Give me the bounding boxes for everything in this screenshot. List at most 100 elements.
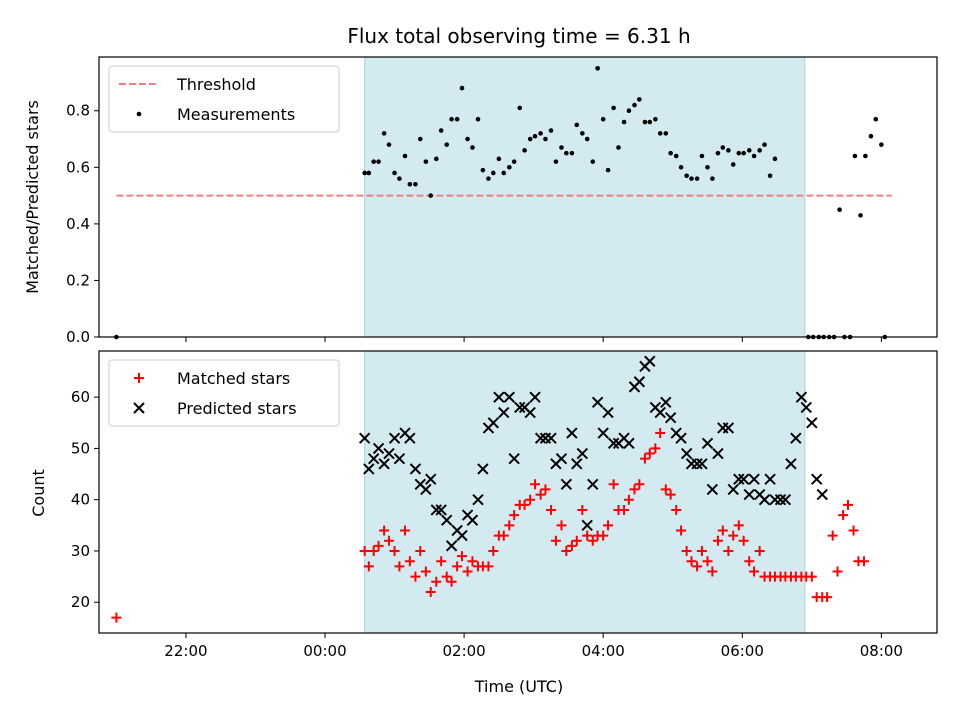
measurement-point (879, 142, 884, 147)
measurement-point (710, 176, 715, 181)
predicted-star-point (597, 427, 609, 439)
matched-star-point (415, 545, 426, 556)
predicted-star-point (660, 396, 672, 408)
matched-star-point (702, 556, 713, 567)
predicted-star-point (388, 432, 401, 444)
measurement-point (428, 193, 434, 198)
predicted-star-point (748, 473, 760, 485)
matched-star-point (738, 535, 749, 546)
predicted-star-point (581, 519, 593, 532)
predicted-star-point (456, 529, 468, 542)
predicted-star-point (701, 437, 714, 449)
count-y-tick-label: 30 (71, 542, 90, 560)
legend-threshold-label: Threshold (176, 75, 256, 94)
measurement-point (705, 165, 710, 170)
matched-star-point (712, 535, 723, 546)
measurement-point (767, 173, 773, 179)
predicted-star-point (810, 473, 823, 485)
measurement-point (746, 148, 752, 153)
matched-star-point (728, 530, 739, 541)
matched-star-point (744, 556, 755, 567)
measurement-point (522, 148, 527, 153)
matched-star-point (692, 561, 703, 572)
matched-star-point (404, 556, 415, 567)
predicted-star-point (675, 432, 687, 444)
ratio-observing-interval (364, 56, 806, 338)
time-xlabel: Time (UTC) (474, 677, 563, 696)
measurement-point (553, 159, 559, 164)
predicted-star-point (420, 483, 432, 496)
measurement-point (574, 122, 580, 128)
predicted-star-point (358, 432, 371, 444)
count-ylabel: Count (29, 469, 48, 517)
measurement-point (772, 156, 778, 162)
measurement-point (433, 156, 439, 162)
matched-star-point (561, 545, 572, 556)
matched-star-point (623, 494, 634, 505)
matched-star-point (639, 453, 650, 464)
ratio-panel: 0.0 0.2 0.4 0.6 0.8 Threshold Measurements (66, 56, 938, 346)
measurement-point (730, 162, 736, 167)
predicted-star-point (712, 447, 724, 460)
predicted-star-point (425, 473, 437, 485)
measurement-point (868, 133, 874, 139)
matched-star-point (566, 540, 577, 551)
matched-star-point (754, 545, 765, 556)
measurement-point (605, 167, 611, 173)
count-axes-frame (98, 350, 938, 634)
measurement-point (444, 142, 450, 147)
count-y-tick-label: 50 (71, 439, 90, 457)
matched-star-point (644, 448, 655, 459)
measurement-point (362, 170, 367, 176)
measurement-point (491, 170, 496, 176)
ratio-y-tick-label: 0.8 (66, 102, 90, 120)
measurement-point (465, 136, 470, 142)
measurement-point (837, 207, 842, 213)
predicted-star-point (372, 442, 385, 455)
matched-star-point (373, 540, 384, 551)
predicted-star-point (555, 452, 568, 465)
matched-star-point (696, 545, 707, 556)
measurement-point (684, 173, 689, 179)
predicted-star-point (623, 437, 635, 449)
matched-star-point (431, 576, 442, 587)
measurement-point (386, 142, 392, 147)
predicted-star-point (633, 376, 646, 388)
matched-star-point (577, 504, 588, 515)
matched-star-point (359, 545, 370, 556)
measurement-point (611, 105, 616, 111)
measurement-point (413, 181, 418, 187)
count-x-tick-label: 06:00 (721, 642, 764, 660)
predicted-star-point (367, 452, 380, 465)
matched-star-point (467, 556, 478, 567)
predicted-star-point (743, 488, 755, 501)
predicted-star-point (566, 427, 578, 439)
measurement-point (600, 116, 606, 122)
measurement-point (438, 128, 444, 133)
measurement-point (873, 116, 879, 122)
measurement-point (569, 150, 575, 156)
measurement-point (621, 119, 627, 125)
count-y-tick-label: 20 (71, 593, 90, 611)
matched-star-point (603, 520, 614, 531)
matched-star-point (525, 494, 536, 505)
predicted-star-point (587, 478, 599, 491)
measurement-point (863, 153, 868, 159)
measurement-point (584, 136, 590, 142)
measurement-point (673, 153, 679, 159)
measurement-point (376, 159, 381, 164)
legend-predicted-label: Predicted stars (177, 399, 297, 418)
count-x-tick-label: 02:00 (442, 642, 485, 660)
matched-star-point (441, 571, 452, 582)
predicted-star-point (363, 463, 375, 475)
measurement-point (475, 116, 481, 122)
measurement-point (762, 142, 767, 147)
predicted-star-point (508, 452, 520, 465)
matched-star-point (733, 520, 744, 531)
measurement-point (699, 153, 705, 159)
count-x-tick-label: 00:00 (303, 642, 346, 660)
predicted-star-point (806, 417, 818, 429)
predicted-star-point (545, 432, 557, 444)
measurement-point (595, 66, 600, 71)
